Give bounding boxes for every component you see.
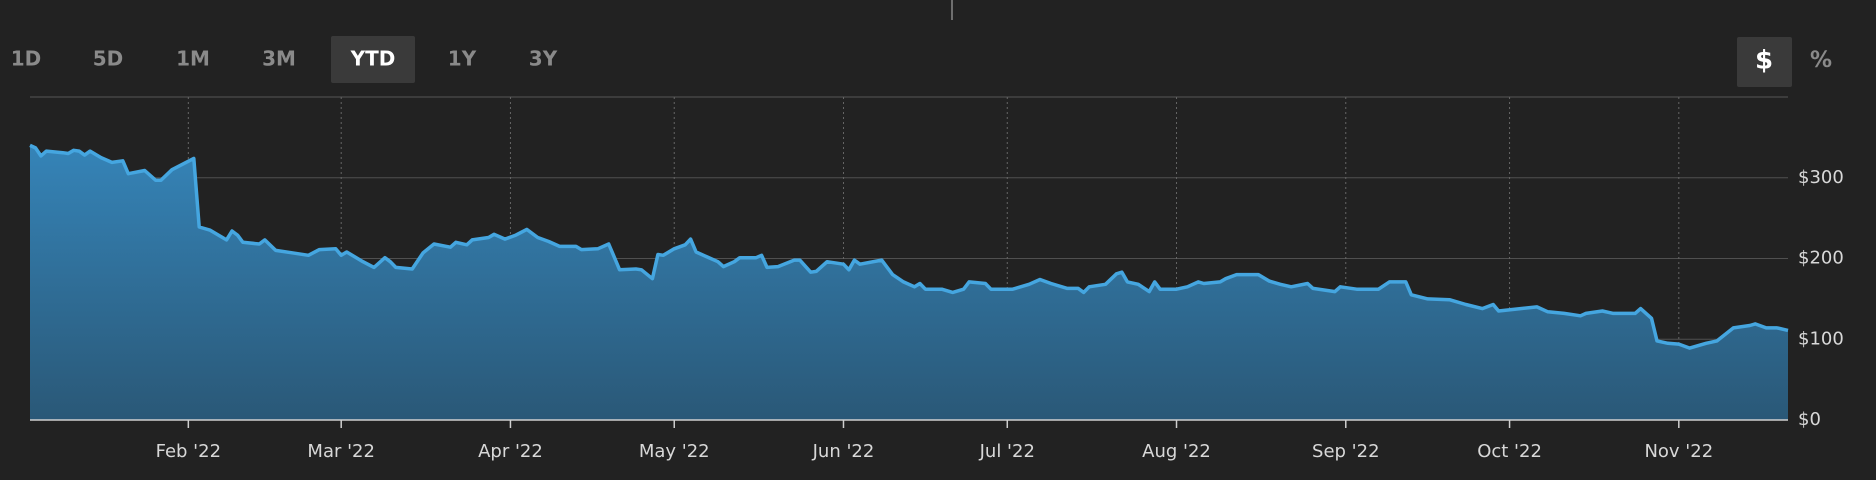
range-button[interactable]: YTD xyxy=(350,47,396,71)
y-tick-label: $200 xyxy=(1798,248,1844,269)
x-tick-label: Sep '22 xyxy=(1312,441,1380,462)
line xyxy=(29,143,1789,350)
y-tick-label: $300 xyxy=(1798,167,1844,188)
range-button[interactable]: 5D xyxy=(93,47,124,71)
x-tick-label: May '22 xyxy=(639,441,710,462)
x-tick-label: Jun '22 xyxy=(812,441,875,462)
marks xyxy=(29,143,1789,421)
axis-labels: $0 $100 $200 $300 Feb '22 Mar '22 Apr '22 May '… xyxy=(156,167,1844,462)
unit-button[interactable]: % xyxy=(1810,48,1832,73)
x-tick-label: Feb '22 xyxy=(156,441,221,462)
y-tick-label: $100 xyxy=(1798,328,1844,349)
x-tick-label: Apr '22 xyxy=(478,441,543,462)
y-tick-label: $0 xyxy=(1798,409,1821,430)
range-button[interactable]: 3Y xyxy=(529,47,558,71)
x-tick-label: Oct '22 xyxy=(1477,441,1542,462)
x-tick-label: Jul '22 xyxy=(979,441,1035,462)
x-tick-label: Aug '22 xyxy=(1142,441,1211,462)
range-button[interactable]: 1Y xyxy=(448,47,477,71)
unit-toggle: $% xyxy=(1737,37,1832,87)
range-button[interactable]: 1D xyxy=(11,47,42,71)
range-button[interactable]: 1M xyxy=(176,47,210,71)
area xyxy=(30,145,1788,420)
range-button-bg xyxy=(331,36,415,83)
unit-button-bg xyxy=(1737,37,1792,87)
unit-button[interactable]: $ xyxy=(1755,46,1773,76)
x-tick-label: Mar '22 xyxy=(307,441,375,462)
range-buttons: 1D 5D 1M 3M YTD 1Y 3Y xyxy=(11,36,558,83)
range-button[interactable]: 3M xyxy=(262,47,296,71)
x-tick-label: Nov '22 xyxy=(1644,441,1713,462)
